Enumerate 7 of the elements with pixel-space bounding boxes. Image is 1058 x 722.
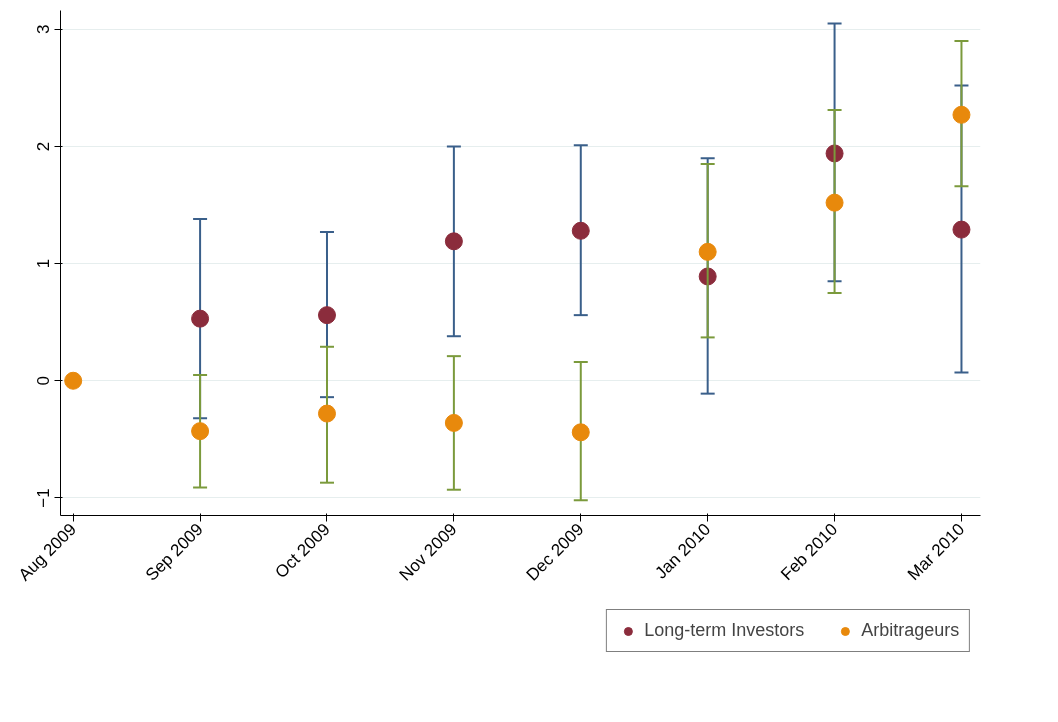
legend-label: Arbitrageurs bbox=[861, 620, 960, 641]
legend-label: Long-term Investors bbox=[644, 620, 805, 641]
y-tick-label: 1 bbox=[34, 258, 54, 269]
y-tick-label: 3 bbox=[34, 24, 54, 34]
y-tick-label: −1 bbox=[34, 488, 54, 508]
y-tick-label: 2 bbox=[34, 141, 54, 152]
y-tick-label: 0 bbox=[34, 376, 54, 386]
